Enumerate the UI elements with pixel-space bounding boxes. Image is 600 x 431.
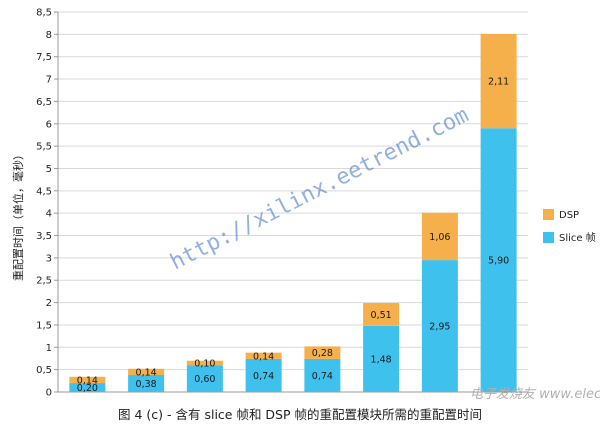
y-tick-label: 6 [46, 119, 52, 130]
bar-slice [304, 358, 341, 392]
gridlines [58, 11, 528, 371]
data-label-slice: 0,60 [194, 374, 215, 385]
y-axis-label: 重配置时间（单位，毫秒） [11, 149, 25, 281]
data-label-slice: 0,74 [312, 371, 333, 382]
data-label-dsp: 2,11 [488, 77, 509, 88]
legend-swatch-slice [543, 232, 554, 243]
data-label-dsp: 0,14 [253, 351, 274, 362]
bar-dsp [421, 212, 458, 261]
y-tick-label: 5 [46, 164, 52, 175]
y-tick-label: 3,5 [36, 231, 52, 242]
data-label-slice: 5,90 [488, 256, 509, 267]
bars [69, 33, 517, 392]
data-label-slice: 0,38 [136, 379, 157, 390]
bar-dsp [69, 376, 106, 384]
bar-slice [128, 375, 165, 392]
bar-dsp [304, 346, 341, 359]
y-tick-label: 8 [46, 30, 52, 41]
bar-dsp [245, 352, 282, 359]
data-label-dsp: 0,28 [312, 348, 333, 359]
y-tick-label: 2,5 [36, 276, 52, 287]
legend-label-dsp: DSP [559, 210, 579, 221]
y-tick-label: 1 [46, 343, 52, 354]
figure-caption: 图 4 (c) - 含有 slice 帧和 DSP 帧的重配置模块所需的重配置时… [118, 407, 482, 422]
data-label-dsp: 0,14 [77, 375, 98, 386]
bar-slice [69, 383, 106, 392]
bar-slice [421, 260, 458, 392]
data-label-slice: 0,20 [77, 383, 98, 394]
y-tick-label: 5,5 [36, 142, 52, 153]
legend: DSP Slice 帧 [543, 209, 596, 244]
y-tick-label: 4,5 [36, 186, 52, 197]
legend-label-slice: Slice 帧 [559, 231, 596, 244]
bar-dsp [186, 360, 223, 366]
bar-slice [363, 325, 400, 392]
y-tick-label: 3 [46, 253, 52, 264]
bar-dsp [128, 368, 165, 376]
y-tick-label: 0,5 [36, 365, 52, 376]
watermark-logo: 电子发烧友 www.elecfans.com [470, 387, 600, 402]
data-label-dsp: 0,10 [194, 358, 215, 369]
data-labels: 0,200,14 0,380,140,600,100,740,140,740,28… [77, 77, 509, 394]
y-tick-label: 6,5 [36, 97, 52, 108]
data-label-dsp: 0,14 [136, 367, 157, 378]
y-tick-label: 8,5 [36, 8, 52, 19]
data-label-slice: 2,95 [429, 322, 450, 333]
y-tick-label: 7 [46, 75, 52, 86]
bar-dsp [363, 303, 400, 326]
bar-slice [480, 128, 517, 392]
bar-dsp [480, 33, 517, 129]
bar-slice [186, 365, 223, 392]
y-tick-label: 1,5 [36, 320, 52, 331]
data-label-slice: 1,48 [371, 354, 392, 365]
y-tick-label: 7,5 [36, 52, 52, 63]
data-label-slice: 0,74 [253, 371, 274, 382]
legend-swatch-dsp [543, 209, 554, 220]
y-tick-label: 4 [46, 209, 52, 220]
data-label-dsp: 0,51 [371, 310, 392, 321]
data-label-dsp: 1,06 [429, 232, 450, 243]
y-tick-label: 2 [46, 298, 52, 309]
y-tick-label: 0 [46, 388, 52, 399]
bar-slice [245, 358, 282, 392]
